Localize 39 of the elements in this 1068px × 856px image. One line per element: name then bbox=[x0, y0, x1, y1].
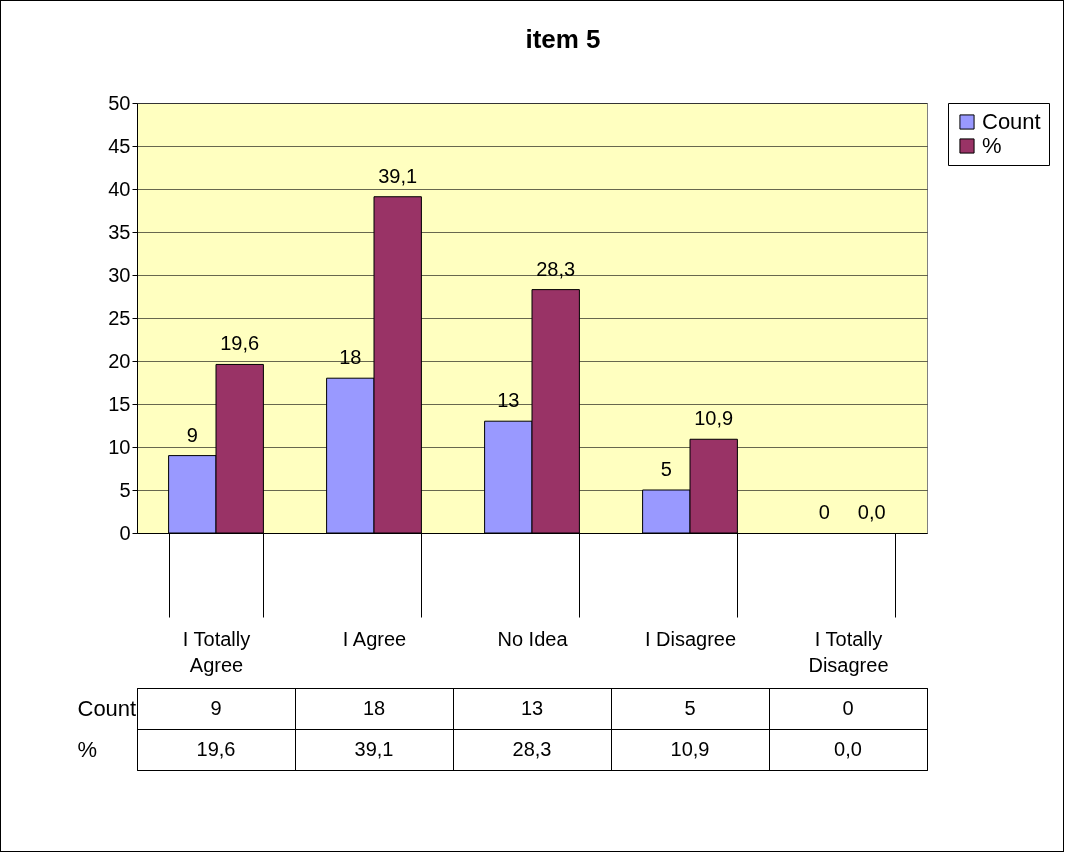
text: 28,3 bbox=[536, 257, 576, 280]
y-tick-label: 25 bbox=[108, 306, 131, 329]
y-tick-label: 15 bbox=[108, 392, 131, 415]
x-tick-label: I Agree bbox=[342, 627, 407, 650]
y-tick-label: 40 bbox=[108, 177, 131, 200]
x-tick-label: No Idea bbox=[497, 627, 569, 650]
data-label: 19,6 bbox=[196, 737, 236, 760]
data-label: 9 bbox=[210, 696, 222, 719]
y-tick-label: 45 bbox=[108, 134, 131, 157]
data-label: 5 bbox=[684, 696, 696, 719]
y-tick-label: 10 bbox=[108, 435, 131, 458]
data-label: 18 bbox=[362, 696, 386, 719]
data-label: 39,1 bbox=[354, 737, 394, 760]
y-tick-label: 5 bbox=[119, 478, 131, 501]
text: 39,1 bbox=[378, 164, 418, 187]
x-tick-label: I Disagree bbox=[644, 627, 737, 650]
text: % bbox=[77, 737, 98, 762]
text: 0 bbox=[818, 501, 830, 523]
y-tick-label: 35 bbox=[108, 220, 131, 243]
y-tick-label: 0 bbox=[119, 521, 131, 544]
x-tick-label: I Totally Disagree bbox=[808, 627, 889, 676]
data-label: 0,0 bbox=[834, 737, 862, 760]
y-tick-label: 20 bbox=[108, 349, 131, 372]
data-label: 13 bbox=[520, 696, 544, 719]
text: 0,0 bbox=[857, 501, 886, 523]
chart-title: item 5 bbox=[525, 23, 601, 54]
text: 5 bbox=[660, 458, 672, 480]
data-label: 0 bbox=[842, 696, 854, 719]
y-tick-label: 50 bbox=[108, 91, 131, 114]
text: 9 bbox=[186, 423, 198, 446]
text: Count bbox=[77, 696, 137, 721]
data-label: 28,3 bbox=[512, 737, 552, 760]
text: 19,6 bbox=[220, 332, 260, 355]
data-label: 10,9 bbox=[670, 737, 710, 760]
legend-label: Count bbox=[982, 109, 1041, 134]
y-tick-label: 30 bbox=[108, 263, 131, 286]
legend-label: % bbox=[982, 133, 1002, 158]
text: 10,9 bbox=[694, 407, 734, 430]
x-tick-label: I Totally Agree bbox=[182, 627, 251, 676]
